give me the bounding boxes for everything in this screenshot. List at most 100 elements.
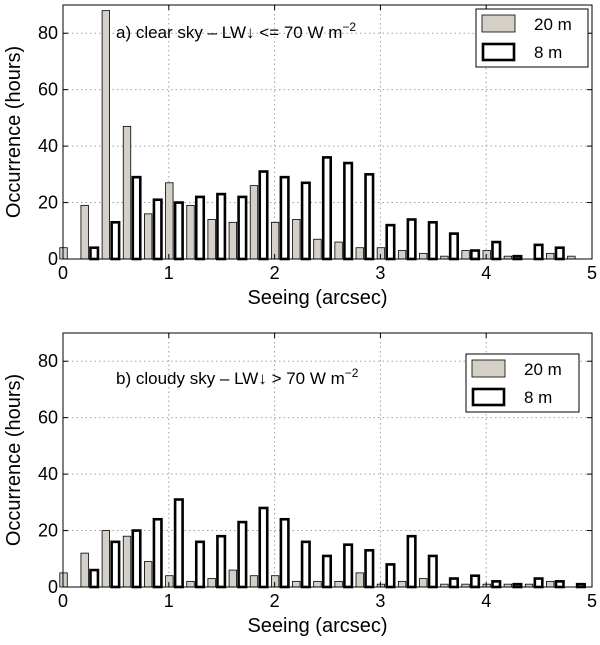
axes-frame	[62, 332, 593, 588]
bar-20m	[144, 213, 153, 260]
bar-20m	[397, 580, 407, 588]
bar-8m	[406, 218, 417, 261]
bar-8m	[110, 221, 121, 261]
bar-20m	[376, 247, 386, 260]
x-axis-label: Seeing (arcsec)	[247, 615, 387, 637]
bar-8m	[110, 540, 121, 589]
y-tick-label: 0	[48, 577, 58, 597]
x-tick-label: 2	[270, 591, 280, 611]
bar-8m	[89, 246, 100, 261]
bar-8m	[89, 568, 100, 589]
bar-8m	[216, 534, 227, 589]
x-tick-label: 2	[270, 263, 280, 283]
bar-20m	[546, 252, 555, 260]
y-tick-label: 60	[38, 80, 58, 100]
bar-8m	[194, 195, 206, 261]
y-tick-label: 80	[38, 23, 58, 43]
bar-8m	[321, 156, 333, 261]
bar-8m	[554, 246, 565, 261]
x-tick-label: 5	[587, 263, 597, 283]
bar-20m	[313, 238, 322, 260]
y-tick-label: 80	[38, 351, 58, 371]
bar-8m	[152, 198, 163, 261]
legend-label-20m: 20 m	[534, 15, 572, 34]
bar-20m	[144, 561, 153, 588]
bar-20m	[482, 250, 491, 260]
bar-8m	[131, 175, 142, 261]
panel-b: 0 1 2 3 4 5 0 20 40 60 80 Seeing (arcsec) Occurrence…	[3, 332, 597, 637]
y-axis-label: Occurrence (hours)	[3, 374, 25, 546]
bar-20m	[207, 578, 216, 588]
bar-8m	[470, 249, 481, 261]
bar-8m	[554, 580, 565, 589]
bar-8m	[533, 243, 544, 261]
bar-8m	[300, 181, 311, 261]
bar-20m	[355, 247, 364, 260]
legend-swatch-8m	[471, 387, 506, 407]
bar-8m	[279, 517, 290, 589]
bar-20m	[419, 252, 428, 260]
bar-8m	[364, 173, 375, 261]
bar-20m	[207, 219, 216, 260]
bar-8m	[194, 540, 206, 589]
bar-20m	[101, 530, 110, 588]
bar-8m	[491, 240, 502, 261]
bar-8m	[258, 170, 269, 261]
legend-swatch-20m	[471, 359, 506, 378]
bar-20m	[186, 580, 195, 588]
bar-20m	[59, 247, 68, 260]
bar-20m	[270, 221, 280, 260]
bar-8m	[427, 221, 438, 261]
bar-8m	[533, 577, 544, 589]
y-tick-label: 40	[38, 136, 58, 156]
y-tick-label: 40	[38, 464, 58, 484]
bar-8m	[448, 577, 459, 589]
x-tick-label: 0	[58, 263, 68, 283]
bar-20m	[355, 572, 364, 588]
legend-swatch-20m	[481, 14, 516, 33]
bar-20m	[249, 575, 259, 588]
bar-20m	[186, 204, 195, 260]
bar-20m	[249, 185, 259, 260]
x-tick-label: 4	[481, 591, 491, 611]
bar-8m	[300, 540, 311, 589]
bar-20m	[419, 578, 428, 588]
bar-20m	[292, 219, 301, 260]
bar-8m	[173, 201, 184, 261]
bar-8m	[258, 506, 269, 589]
bar-8m	[470, 574, 481, 589]
bar-20m	[397, 250, 407, 260]
panel-annotation: b) cloudy sky – LW↓ > 70 W m−2	[116, 366, 359, 388]
y-tick-label: 20	[38, 521, 58, 541]
x-tick-label: 5	[587, 591, 597, 611]
bar-20m	[59, 572, 68, 588]
bar-20m	[80, 552, 89, 588]
bar-8m	[216, 192, 227, 261]
bar-8m	[152, 517, 163, 589]
bar-20m	[228, 221, 237, 260]
y-axis-label: Occurrence (hours)	[3, 46, 25, 218]
bar-20m	[461, 250, 470, 260]
bar-20m	[270, 575, 280, 588]
bar-20m	[122, 125, 132, 260]
bar-8m	[491, 580, 502, 589]
bar-8m	[321, 554, 333, 589]
panel-annotation: a) clear sky – LW↓ <= 70 W m−2	[116, 20, 356, 42]
bar-8m	[237, 195, 248, 261]
legend-swatch-8m	[481, 42, 516, 62]
x-tick-label: 3	[375, 263, 385, 283]
legend-label-20m: 20 m	[524, 360, 562, 379]
bar-8m	[343, 543, 354, 589]
y-tick-label: 60	[38, 408, 58, 428]
y-tick-label: 20	[38, 193, 58, 213]
axes-frame	[62, 4, 593, 260]
bar-20m	[334, 580, 343, 588]
bar-20m	[165, 575, 174, 588]
bar-20m	[165, 182, 174, 260]
legend-label-8m: 8 m	[524, 388, 552, 407]
bar-20m	[313, 580, 322, 588]
panel-a: 0 1 2 3 4 5 0 20 40 60 80 Seeing (arcsec) Occurrence…	[3, 4, 597, 309]
bar-8m	[385, 223, 396, 261]
